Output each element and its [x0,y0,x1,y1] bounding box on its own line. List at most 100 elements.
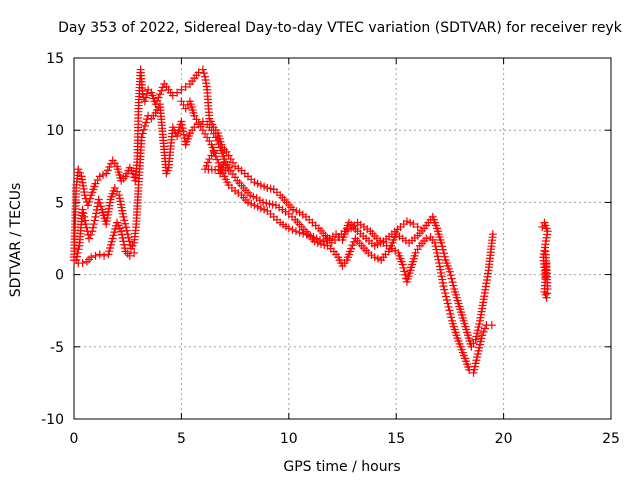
data-point [438,278,447,287]
x-tick-label: 15 [387,431,405,447]
data-point [78,205,87,214]
data-point [213,155,222,164]
data-point [422,234,431,243]
data-point [401,270,410,279]
data-point [442,296,451,305]
data-point [201,129,210,138]
data-point [442,292,451,301]
data-point [85,255,94,264]
data-point [194,68,203,77]
data-point [432,245,441,254]
data-point [487,321,496,330]
data-point [201,165,210,174]
data-point [81,220,90,229]
data-point [446,271,455,280]
data-point [441,289,450,298]
data-point [488,230,497,239]
y-axis-label: SDTVAR / TECUs [8,183,24,298]
data-point [436,265,445,274]
data-point [168,91,177,100]
data-point [155,90,164,99]
data-point [435,262,444,271]
data-point [198,117,207,126]
data-point [89,220,98,229]
data-point [78,259,87,268]
data-point [86,194,95,203]
x-tick-label: 0 [70,431,79,447]
data-point [100,251,109,260]
data-point [431,242,440,251]
y-tick-label: 10 [46,123,64,139]
data-point [444,302,453,311]
data-point [130,248,139,257]
data-point [79,209,88,218]
y-tick-label: 15 [46,51,64,67]
data-point [137,133,146,142]
data-point [95,250,104,259]
data-point [85,197,94,206]
x-axis-label: GPS time / hours [283,459,400,475]
data-point [181,82,190,91]
data-point [291,227,300,236]
data-point [120,244,129,253]
data-point [214,140,223,149]
data-point [86,230,95,239]
data-point [95,198,104,207]
data-point [141,118,150,127]
y-tick-label: -5 [50,340,64,356]
data-point [74,165,83,174]
data-point [348,241,357,250]
data-point [203,158,212,167]
data-point [409,220,418,229]
data-point [181,104,190,113]
data-points [70,65,552,377]
data-point [430,238,439,247]
data-point [92,209,101,218]
data-point [446,309,455,318]
data-point [479,327,488,336]
data-point [73,248,82,257]
data-point [399,263,408,272]
grid-lines [74,58,611,419]
data-point [177,117,186,126]
data-point [440,252,449,261]
data-point [72,252,81,261]
data-point [199,69,208,78]
x-tick-label: 10 [280,431,298,447]
data-point [140,97,149,106]
data-point [349,237,358,246]
data-point [209,129,218,138]
data-point [82,257,91,266]
data-point [119,237,128,246]
data-point [119,212,128,221]
data-point [437,272,446,281]
data-point [440,285,449,294]
data-point [439,249,448,258]
data-point [85,234,94,243]
data-point [83,201,92,210]
data-point [439,245,448,254]
data-point [179,127,188,136]
data-point [398,260,407,269]
data-point [400,267,409,276]
data-point [203,133,212,142]
data-point [118,234,127,243]
data-point [91,212,100,221]
data-point [211,152,220,161]
x-tick-label: 20 [495,431,513,447]
data-point [173,88,182,97]
data-point [438,275,447,284]
data-point [139,125,148,134]
y-tick-label: -10 [41,412,64,428]
data-point [284,224,293,233]
data-point [121,223,130,232]
data-point [302,230,311,239]
data-point [81,216,90,225]
data-point [140,121,149,130]
data-point [445,306,454,315]
data-point [121,219,130,228]
data-point [299,229,308,238]
data-point [177,85,186,94]
data-point [288,225,297,234]
